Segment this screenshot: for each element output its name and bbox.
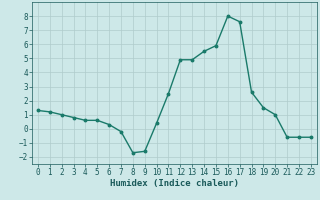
X-axis label: Humidex (Indice chaleur): Humidex (Indice chaleur) [110,179,239,188]
